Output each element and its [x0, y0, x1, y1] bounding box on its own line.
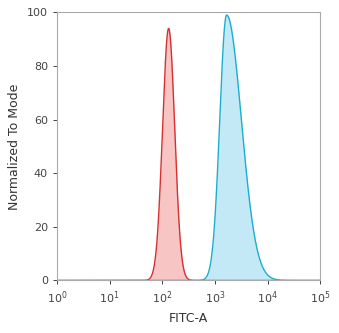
Y-axis label: Normalized To Mode: Normalized To Mode	[8, 83, 21, 209]
X-axis label: FITC-A: FITC-A	[169, 312, 208, 325]
